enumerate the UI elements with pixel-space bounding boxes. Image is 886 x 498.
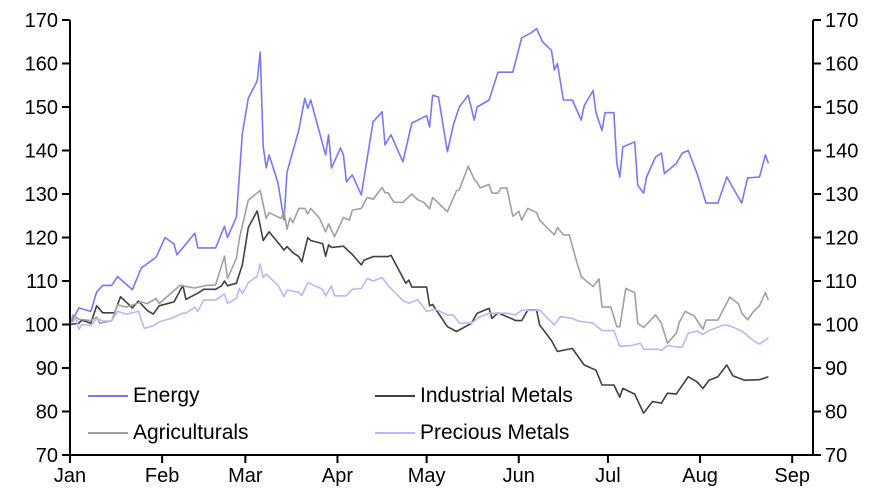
x-tick-label: Jul [595,465,621,487]
legend-item-energy: Energy [88,384,200,408]
axes-layer: 70 70 80 80 90 90 100 100 110 110 120 120 130 130 140 1… [25,10,859,487]
legend-swatch-agriculturals [88,432,128,434]
right-y-tick-label: 130 [825,184,858,206]
x-tick-label: Sep [774,465,810,487]
legend-label-energy: Energy [133,384,200,407]
series-line-precious-metals [69,263,769,352]
legend-swatch-energy [88,395,128,397]
legend-swatch-precious-metals [375,432,415,434]
left-y-tick-label: 150 [25,97,58,119]
x-tick-label: Apr [322,465,353,487]
left-y-tick-label: 100 [25,315,58,337]
left-y-tick-label: 130 [25,184,58,206]
series-layer [69,27,770,415]
legend-swatch-industrial-metals [375,395,415,397]
right-y-tick-label: 110 [825,271,857,293]
legend-label-industrial-metals: Industrial Metals [420,384,573,407]
right-y-tick-label: 160 [825,54,858,76]
legend-label-agriculturals: Agriculturals [133,421,249,444]
x-tick-label: May [408,465,446,487]
left-y-tick-label: 160 [25,54,58,76]
right-y-tick-label: 100 [825,315,858,337]
series-line-energy [69,27,770,325]
legend-label-precious-metals: Precious Metals [420,421,570,444]
x-tick-label: Mar [228,465,263,487]
left-y-tick-label: 90 [36,358,58,380]
left-y-tick-label: 120 [25,228,58,250]
legend-item-agriculturals: Agriculturals [88,421,249,445]
left-y-tick-label: 70 [36,445,58,467]
left-y-tick-label: 80 [36,402,58,424]
series-line-industrial-metals [69,210,769,415]
series-line-agriculturals [69,165,770,345]
left-y-tick-label: 140 [25,141,58,163]
x-tick-label: Aug [682,465,718,487]
x-tick-label: Jun [503,465,535,487]
right-y-tick-label: 170 [825,10,858,32]
x-tick-label: Jan [54,465,86,487]
legend-item-precious-metals: Precious Metals [375,421,569,445]
legend-item-industrial-metals: Industrial Metals [375,384,573,408]
right-y-tick-label: 120 [825,228,858,250]
right-y-tick-label: 140 [825,141,858,163]
x-tick-label: Feb [145,465,179,487]
right-y-tick-label: 70 [825,445,847,467]
left-y-tick-label: 170 [25,10,58,32]
right-y-tick-label: 90 [825,358,847,380]
right-y-tick-label: 80 [825,402,847,424]
right-y-tick-label: 150 [825,97,858,119]
left-y-tick-label: 110 [26,271,58,293]
